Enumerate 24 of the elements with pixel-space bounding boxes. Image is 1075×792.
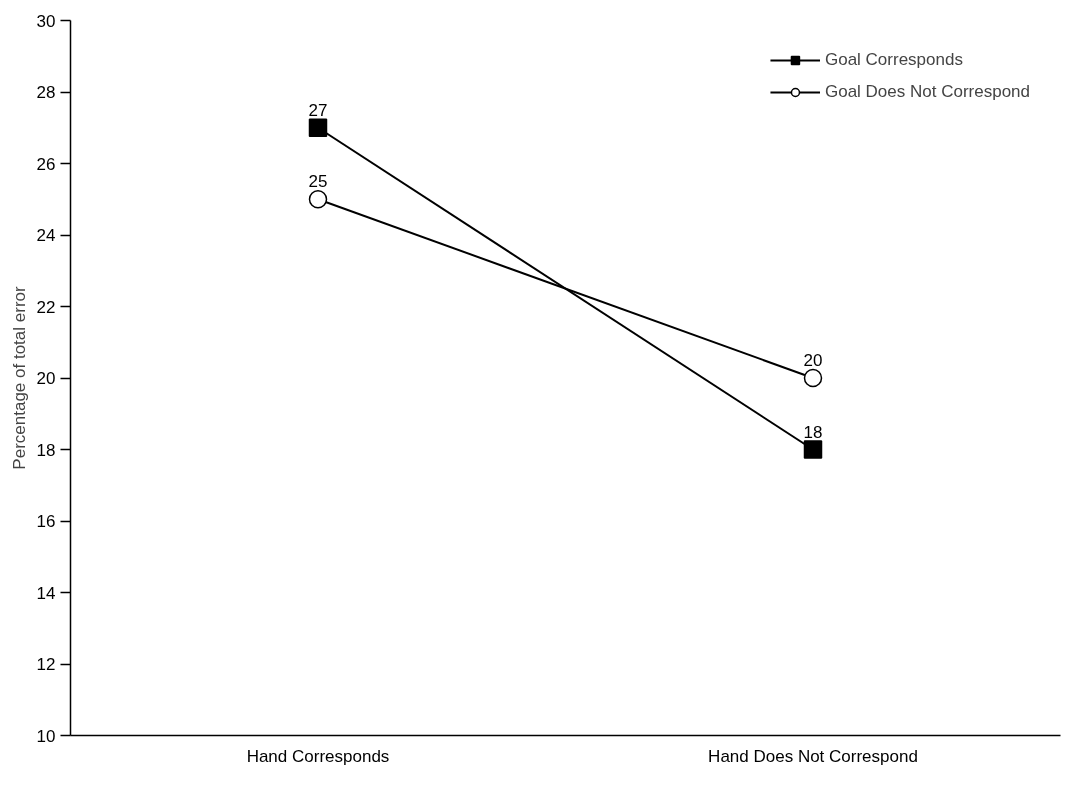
point <box>803 368 823 388</box>
point <box>308 190 328 209</box>
y-tick-label: 12 <box>36 655 56 674</box>
data-label: 18 <box>803 422 823 442</box>
x-tick-label: Hand Corresponds <box>246 746 390 766</box>
y-tick-label: 10 <box>36 726 56 746</box>
y-tick-label: 24 <box>36 226 56 245</box>
y-tick-label: 26 <box>36 154 56 174</box>
data-label: 27 <box>308 100 328 120</box>
y-tick-label: 20 <box>36 369 56 388</box>
y-tick-label: 30 <box>36 11 56 31</box>
y-tick-label: 28 <box>36 83 56 102</box>
point <box>308 118 328 137</box>
y-axis-title: Percentage of total error <box>9 286 29 470</box>
y-tick-label: 16 <box>36 512 56 531</box>
data-label: 20 <box>803 351 823 370</box>
point <box>803 440 823 459</box>
legend-label: Goal Does Not Correspond <box>824 82 1030 102</box>
y-tick-label: 14 <box>36 583 56 603</box>
y-tick-label: 22 <box>36 297 56 317</box>
x-tick-label: Hand Does Not Correspond <box>708 746 918 766</box>
data-label: 25 <box>308 172 328 192</box>
y-tick-label: 18 <box>36 440 56 460</box>
legend-label: Goal Corresponds <box>824 50 963 70</box>
